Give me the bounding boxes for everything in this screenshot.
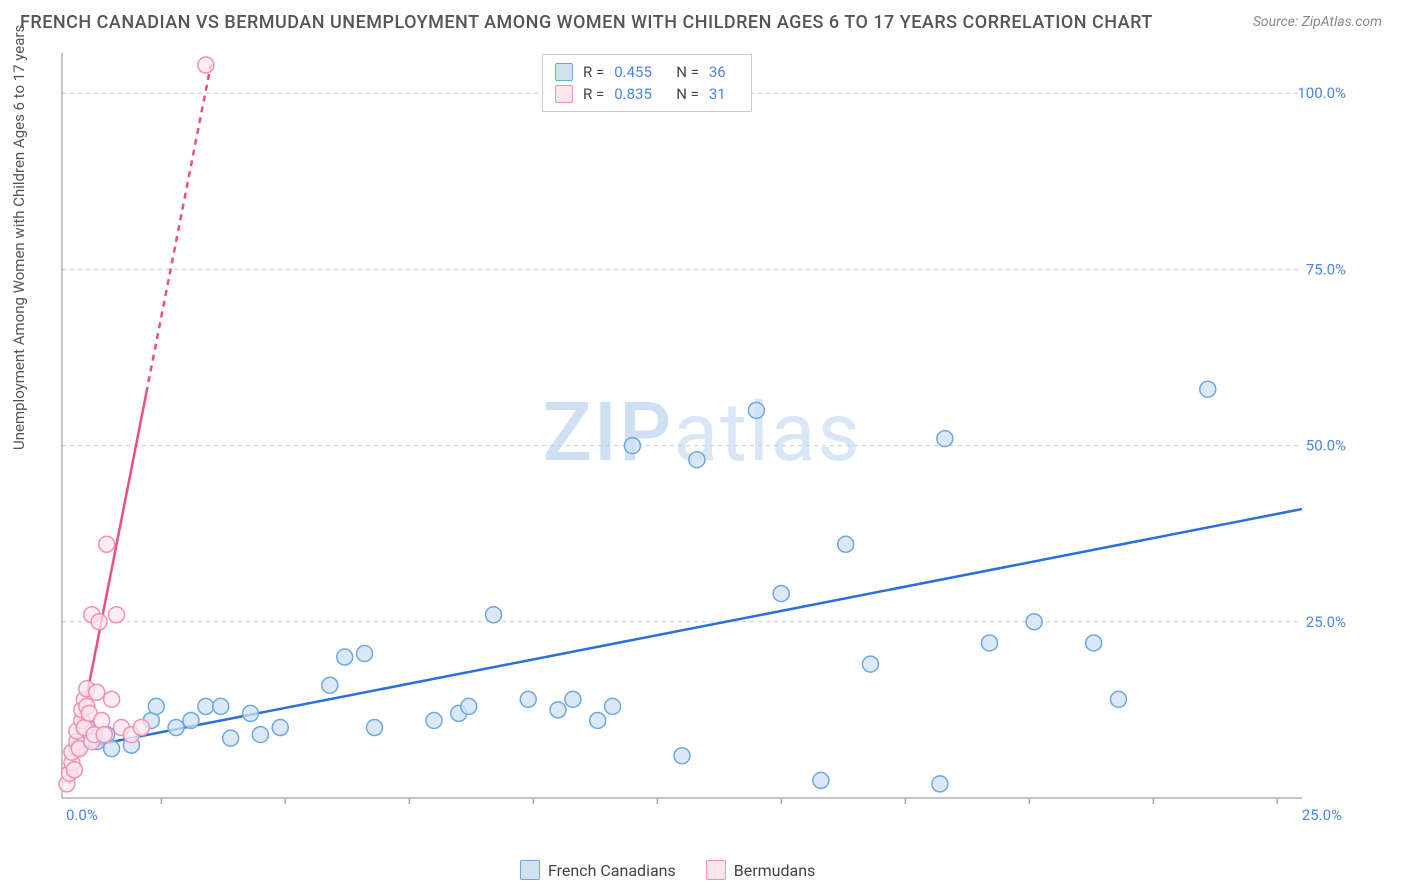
legend-item: French Canadians — [520, 860, 676, 880]
legend-swatch — [520, 860, 540, 880]
n-value: 36 — [709, 63, 739, 81]
r-label: R = — [583, 85, 604, 103]
legend-row: R = 0.835 N = 31 — [555, 83, 739, 105]
svg-text:100.0%: 100.0% — [1297, 84, 1346, 102]
svg-text:0.0%: 0.0% — [66, 806, 98, 824]
r-value: 0.835 — [614, 85, 666, 103]
series-legend: French Canadians Bermudans — [520, 860, 815, 880]
legend-row: R = 0.455 N = 36 — [555, 61, 739, 83]
legend-label: Bermudans — [734, 861, 816, 880]
scatter-chart-svg: 25.0% 50.0% 75.0% 100.0% 0.0% 25.0% — [52, 48, 1352, 828]
legend-swatch — [706, 860, 726, 880]
n-label: N = — [676, 85, 699, 103]
legend-swatch — [555, 85, 573, 103]
chart-area: ZIPatlas 25.0%50.0%75.0%100.0%0.0%25.0% … — [52, 48, 1352, 828]
chart-title: FRENCH CANADIAN VS BERMUDAN UNEMPLOYMENT… — [20, 12, 1153, 33]
svg-text:25.0%: 25.0% — [1302, 806, 1342, 824]
svg-text:25.0%: 25.0% — [1306, 613, 1346, 631]
svg-text:75.0%: 75.0% — [1306, 260, 1346, 278]
r-label: R = — [583, 63, 604, 81]
legend-swatch — [555, 63, 573, 81]
correlation-legend: R = 0.455 N = 36 R = 0.835 N = 31 — [542, 54, 752, 112]
legend-item: Bermudans — [706, 860, 816, 880]
n-label: N = — [676, 63, 699, 81]
r-value: 0.455 — [614, 63, 666, 81]
source-attribution: Source: ZipAtlas.com — [1253, 14, 1382, 30]
y-axis-label: Unemployment Among Women with Children A… — [10, 25, 28, 450]
svg-text:50.0%: 50.0% — [1306, 437, 1346, 455]
legend-label: French Canadians — [548, 861, 676, 880]
n-value: 31 — [709, 85, 739, 103]
